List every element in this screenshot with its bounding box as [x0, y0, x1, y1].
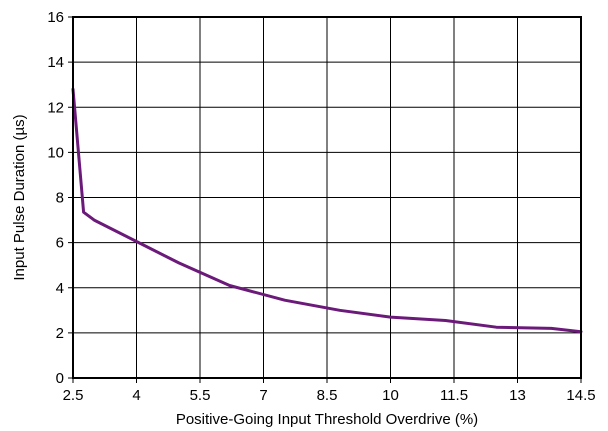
x-tick-label: 11.5: [440, 387, 468, 404]
y-tick-label: 16: [47, 9, 64, 26]
x-tick-label: 8.5: [317, 387, 338, 404]
x-axis-ticks: 2.5 4 5.5 7 8.5 10 11.5 13 14.5: [63, 378, 596, 404]
series-line-0: [71, 87, 583, 334]
x-tick-label: 2.5: [63, 387, 84, 404]
y-axis-title: Input Pulse Duration (µs): [11, 114, 28, 280]
x-tick-label: 14.5: [566, 387, 595, 404]
y-tick-label: 4: [56, 280, 64, 297]
y-tick-label: 6: [56, 235, 64, 252]
y-tick-label: 10: [47, 144, 64, 161]
y-tick-label: 8: [56, 190, 64, 207]
y-tick-label: 0: [56, 370, 64, 387]
series-layer: [71, 87, 583, 334]
x-axis-title: Positive-Going Input Threshold Overdrive…: [176, 411, 478, 428]
x-tick-label: 7: [259, 387, 267, 404]
grid-lines: [73, 17, 581, 378]
y-axis-ticks: 0 2 4 6 8 10 12 14 16: [47, 9, 73, 387]
x-tick-label: 5.5: [190, 387, 211, 404]
y-tick-label: 14: [47, 54, 64, 71]
x-tick-label: 13: [509, 387, 526, 404]
x-tick-label: 4: [132, 387, 140, 404]
x-tick-label: 10: [382, 387, 399, 404]
y-tick-label: 12: [47, 99, 64, 116]
y-tick-label: 2: [56, 325, 64, 342]
